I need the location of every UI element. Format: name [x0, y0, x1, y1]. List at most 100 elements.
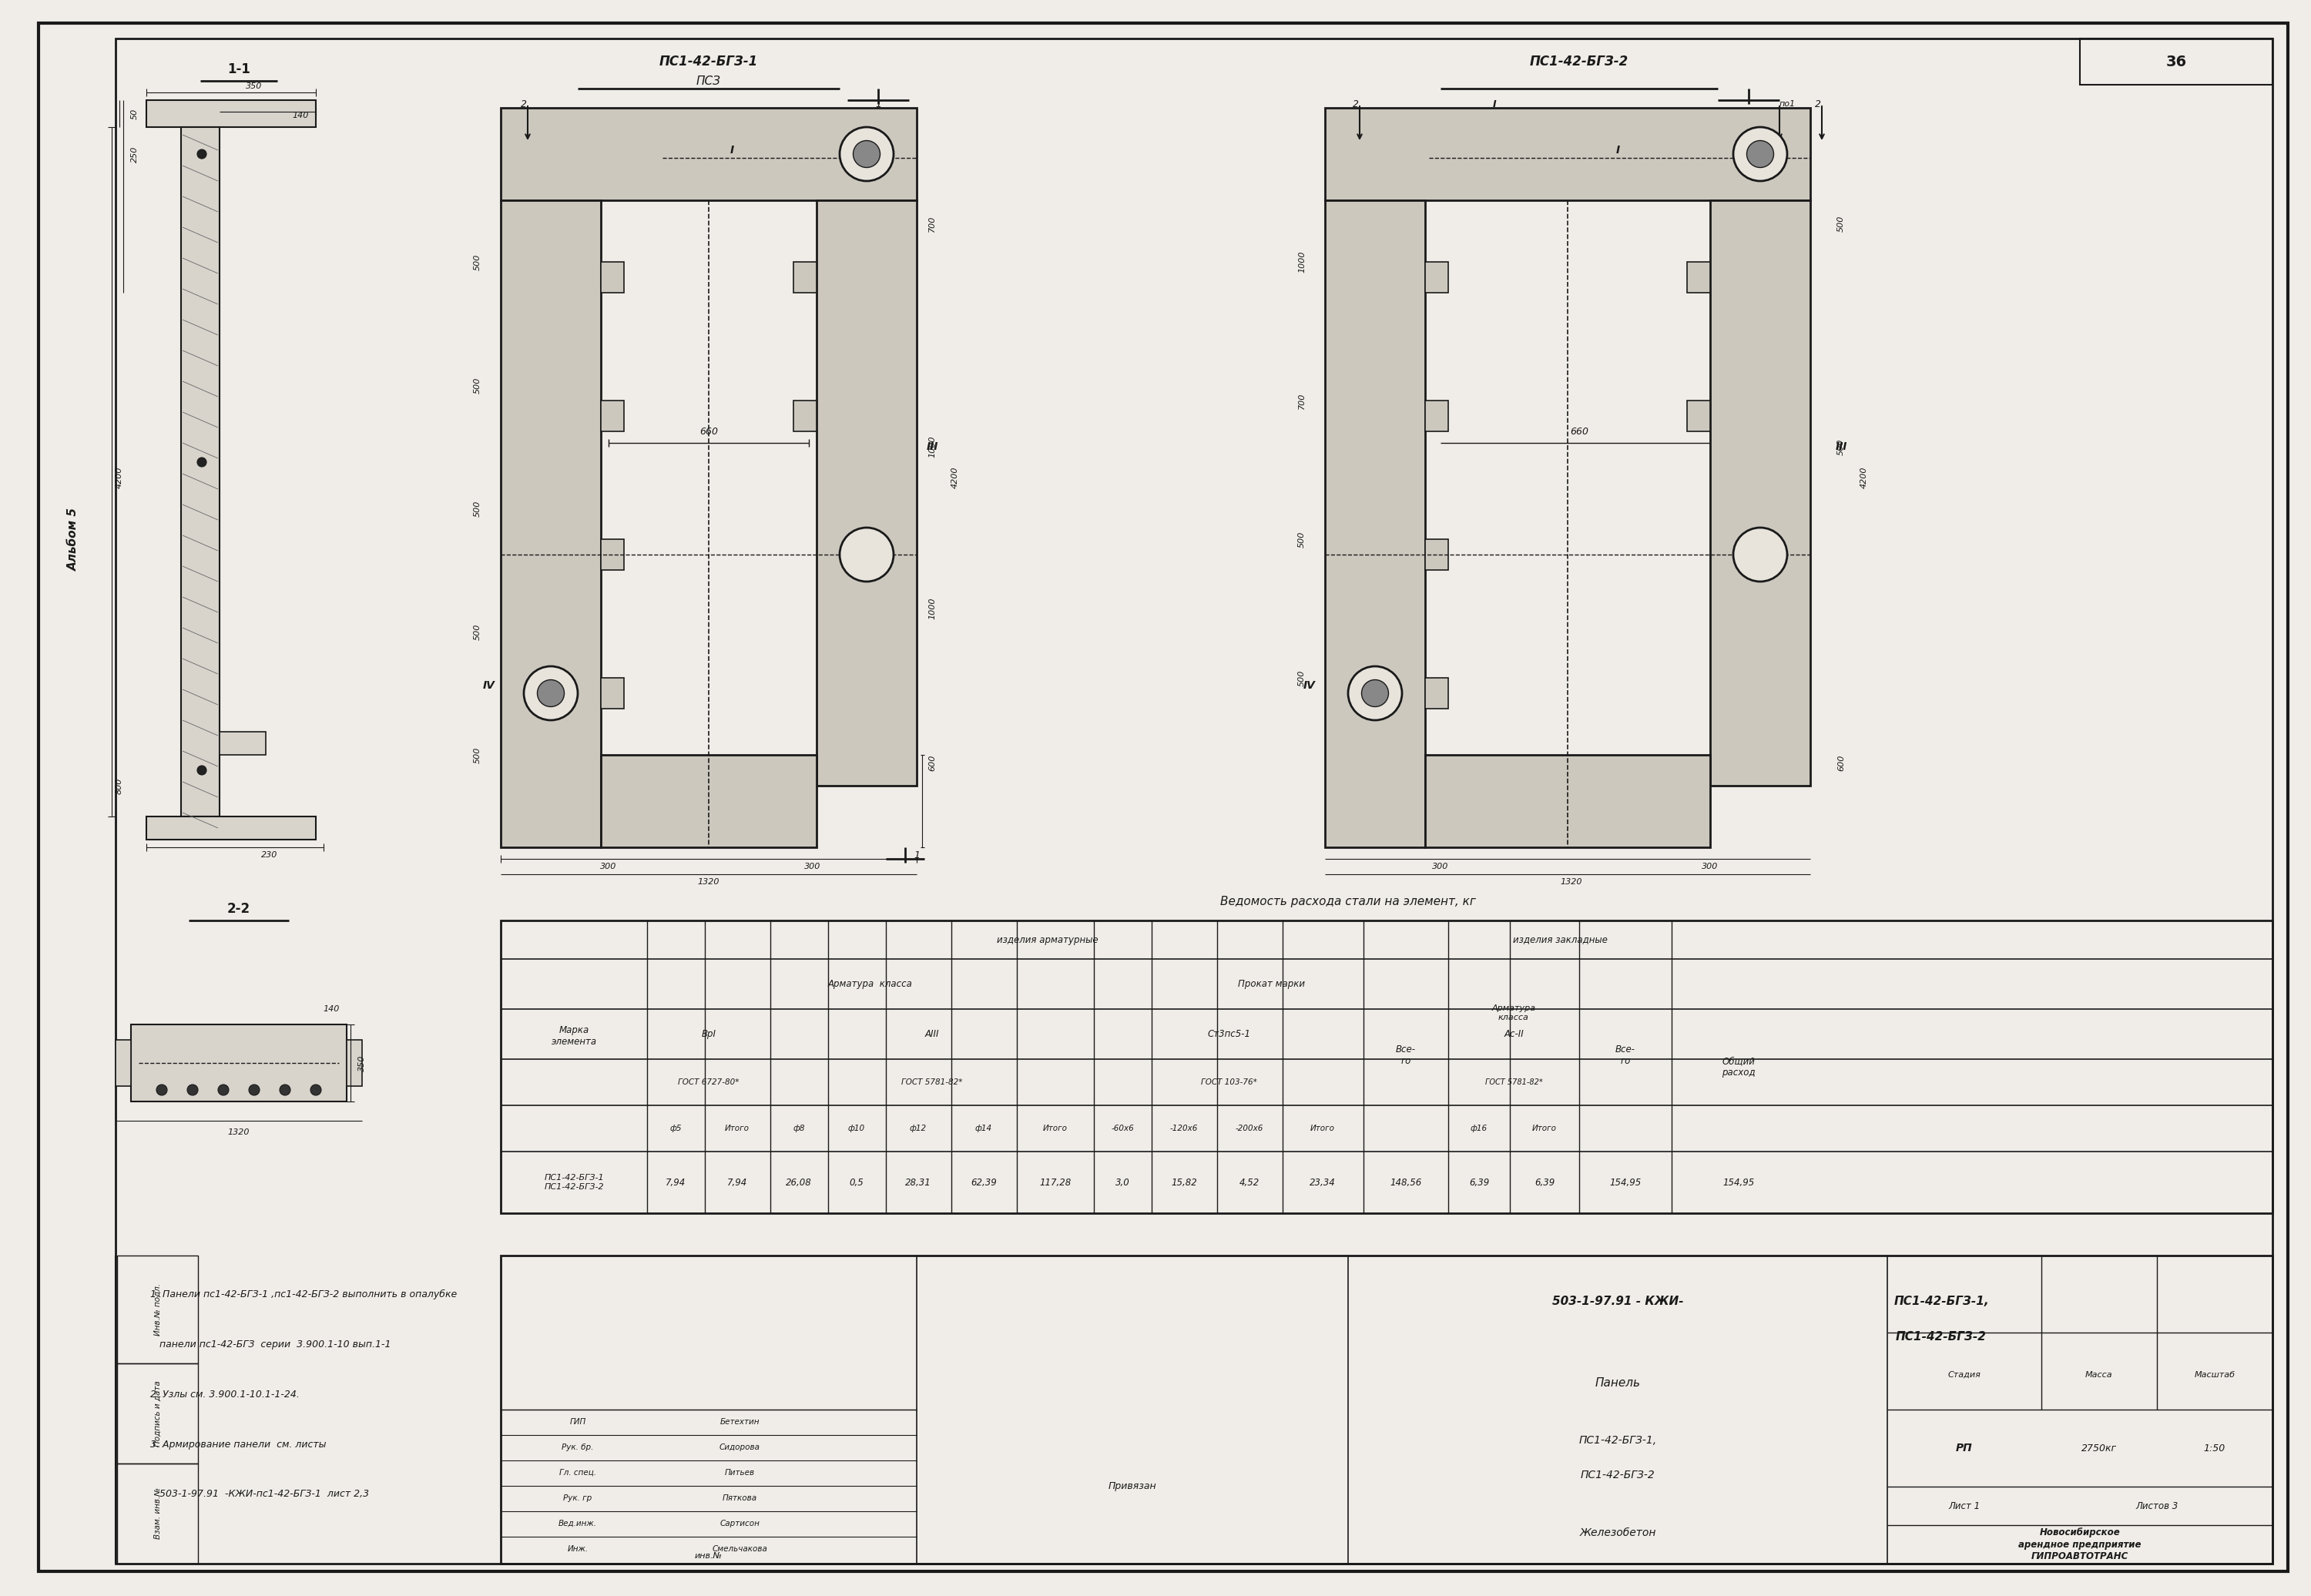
Bar: [118, 1256, 199, 1363]
Circle shape: [310, 1085, 321, 1095]
Text: 140: 140: [324, 1005, 340, 1013]
Text: 1320: 1320: [698, 878, 719, 886]
Text: Итого: Итого: [726, 1125, 749, 1132]
Text: 4200: 4200: [1860, 466, 1867, 488]
Text: Вед.инж.: Вед.инж.: [559, 1519, 596, 1527]
Circle shape: [1733, 128, 1786, 180]
Text: ПС1-42-БГЗ-1,: ПС1-42-БГЗ-1,: [1893, 1296, 1990, 1307]
Bar: [132, 1025, 347, 1101]
Text: РП: РП: [1955, 1443, 1974, 1454]
Text: 503-1-97.91 - КЖИ-: 503-1-97.91 - КЖИ-: [1553, 1296, 1682, 1307]
Circle shape: [839, 528, 894, 581]
Text: 6,39: 6,39: [1470, 1178, 1488, 1187]
Bar: [1710, 200, 1810, 785]
Circle shape: [853, 140, 880, 168]
Text: Гл. спец.: Гл. спец.: [559, 1468, 596, 1476]
Text: Все-
го: Все- го: [1615, 1044, 1636, 1066]
Bar: [180, 128, 220, 817]
Circle shape: [525, 666, 578, 720]
Text: Привязан: Привязан: [1109, 1481, 1156, 1492]
Bar: [220, 731, 266, 755]
Text: по1: по1: [1779, 101, 1796, 109]
Text: III: III: [927, 442, 938, 452]
Text: Стадия: Стадия: [1948, 1371, 1981, 1379]
Text: Марка
элемента: Марка элемента: [550, 1025, 596, 1047]
Text: Инж.: Инж.: [566, 1545, 589, 1553]
Text: 3. Армирование панели  см. листы: 3. Армирование панели см. листы: [150, 1440, 326, 1449]
Text: 50: 50: [132, 109, 139, 120]
Text: изделия арматурные: изделия арматурные: [996, 935, 1098, 945]
Bar: [116, 1041, 132, 1087]
Text: ГИП: ГИП: [569, 1419, 587, 1425]
Circle shape: [196, 150, 206, 158]
Text: ПС1-42-БГЗ-2: ПС1-42-БГЗ-2: [1581, 1470, 1655, 1481]
Text: 500: 500: [1837, 439, 1844, 455]
Bar: [501, 109, 917, 200]
Text: ПС1-42-БГЗ-2: ПС1-42-БГЗ-2: [1530, 54, 1629, 69]
Bar: [1324, 109, 1810, 200]
Text: Инв.№ подл.: Инв.№ подл.: [155, 1283, 162, 1336]
Text: ПС1-42-БГЗ-1
ПС1-42-БГЗ-2: ПС1-42-БГЗ-1 ПС1-42-БГЗ-2: [543, 1175, 603, 1191]
Text: 2750кг: 2750кг: [2082, 1443, 2117, 1452]
Text: 2: 2: [520, 99, 527, 109]
Bar: [601, 539, 624, 570]
Text: Лист 1: Лист 1: [1948, 1500, 1981, 1511]
Bar: [793, 262, 816, 292]
Text: 28,31: 28,31: [906, 1178, 931, 1187]
Text: Пяткова: Пяткова: [721, 1494, 758, 1502]
Text: 1320: 1320: [229, 1128, 250, 1136]
Text: 0,5: 0,5: [850, 1178, 864, 1187]
Text: 7,94: 7,94: [728, 1178, 746, 1187]
Text: ПСЗ: ПСЗ: [696, 75, 721, 86]
Text: 250: 250: [132, 145, 139, 163]
Text: 2: 2: [1352, 99, 1359, 109]
Bar: [146, 817, 317, 839]
Bar: [601, 262, 624, 292]
Text: 1000: 1000: [929, 436, 936, 458]
Bar: [601, 755, 816, 847]
Text: ГОСТ 5781-82*: ГОСТ 5781-82*: [901, 1079, 964, 1087]
Text: Железобетон: Железобетон: [1578, 1527, 1657, 1539]
Text: ф14: ф14: [975, 1125, 991, 1132]
Text: I: I: [1493, 99, 1495, 109]
Text: Смельчакова: Смельчакова: [712, 1545, 767, 1553]
Circle shape: [536, 680, 564, 707]
Text: изделия закладные: изделия закладные: [1514, 935, 1606, 945]
Text: 1000: 1000: [929, 597, 936, 619]
Text: 148,56: 148,56: [1389, 1178, 1421, 1187]
Bar: [1426, 678, 1449, 709]
Circle shape: [839, 128, 894, 180]
Text: 300: 300: [1701, 863, 1719, 870]
Text: IV: IV: [483, 680, 495, 691]
Circle shape: [217, 1085, 229, 1095]
Circle shape: [196, 766, 206, 776]
Text: Панель: Панель: [1595, 1377, 1641, 1389]
Circle shape: [157, 1085, 166, 1095]
Bar: [1687, 401, 1710, 431]
Text: Общий
расход: Общий расход: [1722, 1057, 1756, 1077]
Text: 500: 500: [1837, 215, 1844, 231]
Bar: [793, 401, 816, 431]
Text: ВрI: ВрI: [703, 1029, 716, 1039]
Text: Листов 3: Листов 3: [2135, 1500, 2179, 1511]
Text: панели пс1-42-БГЗ  серии  3.900.1-10 вып.1-1: панели пс1-42-БГЗ серии 3.900.1-10 вып.1…: [150, 1339, 391, 1349]
Text: Рук. бр.: Рук. бр.: [562, 1443, 594, 1451]
Text: 1:50: 1:50: [2205, 1443, 2225, 1452]
Text: Взам. инв.№: Взам. инв.№: [155, 1487, 162, 1540]
Text: Подпись и дата: Подпись и дата: [155, 1381, 162, 1446]
Text: III: III: [1835, 442, 1846, 452]
Bar: [1426, 539, 1449, 570]
Bar: [1426, 262, 1449, 292]
Text: ПС1-42-БГЗ-2: ПС1-42-БГЗ-2: [1895, 1331, 1987, 1342]
Text: 1320: 1320: [1560, 878, 1583, 886]
Text: ПС1-42-БГЗ-1,: ПС1-42-БГЗ-1,: [1578, 1435, 1657, 1446]
Text: 7,94: 7,94: [666, 1178, 686, 1187]
Text: Итого: Итого: [1310, 1125, 1336, 1132]
Circle shape: [250, 1085, 259, 1095]
Text: 1000: 1000: [1299, 251, 1306, 273]
Text: Альбом 5: Альбом 5: [67, 508, 79, 571]
Circle shape: [1747, 140, 1775, 168]
Text: 500: 500: [1299, 670, 1306, 686]
Text: 660: 660: [1569, 426, 1588, 436]
Text: I: I: [1615, 145, 1620, 155]
